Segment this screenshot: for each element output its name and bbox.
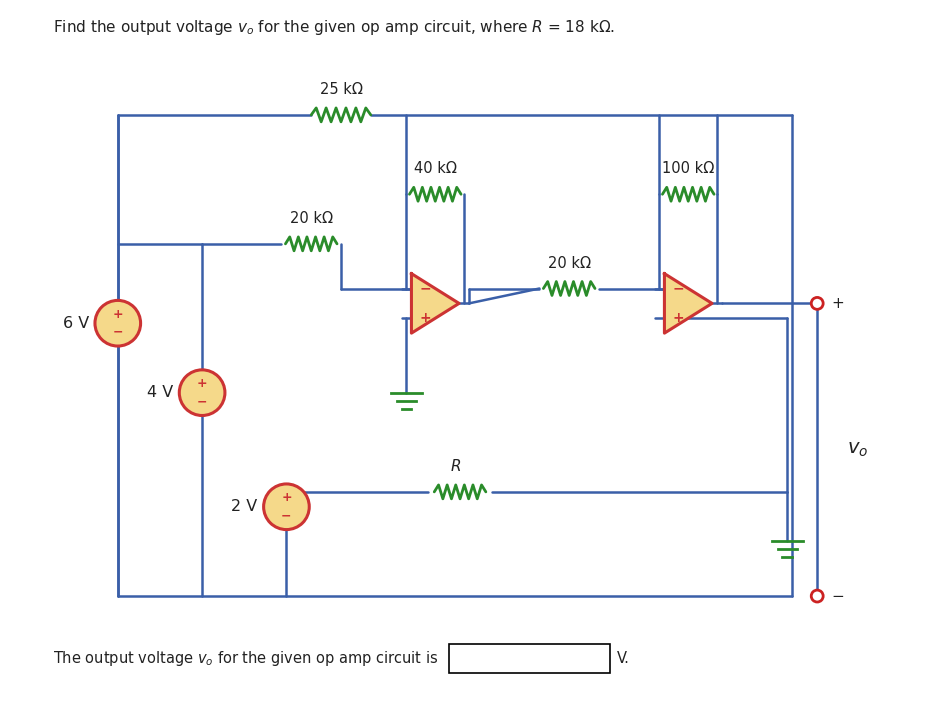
Text: 2 V: 2 V <box>232 499 258 515</box>
Text: 100 kΩ: 100 kΩ <box>662 162 715 176</box>
Text: 20 kΩ: 20 kΩ <box>547 256 590 271</box>
Circle shape <box>95 300 141 346</box>
Text: $R$: $R$ <box>449 458 460 474</box>
Circle shape <box>812 297 823 309</box>
Text: +: + <box>419 311 432 325</box>
Text: −: − <box>419 281 432 295</box>
Text: +: + <box>197 378 207 390</box>
Text: 40 kΩ: 40 kΩ <box>414 162 457 176</box>
Text: −: − <box>112 325 123 339</box>
FancyBboxPatch shape <box>449 644 610 673</box>
Text: 20 kΩ: 20 kΩ <box>290 211 333 226</box>
Text: Find the output voltage $v_o$ for the given op amp circuit, where $R$ = 18 kΩ.: Find the output voltage $v_o$ for the gi… <box>53 18 616 37</box>
Text: V.: V. <box>616 651 630 666</box>
Polygon shape <box>664 273 712 333</box>
Text: +: + <box>831 296 843 311</box>
Circle shape <box>812 590 823 602</box>
Text: 4 V: 4 V <box>147 385 174 400</box>
Text: −: − <box>197 395 207 408</box>
Text: +: + <box>112 308 123 321</box>
Text: 6 V: 6 V <box>63 316 89 330</box>
Text: +: + <box>281 491 291 504</box>
Text: −: − <box>831 588 843 604</box>
Text: $v_o$: $v_o$ <box>847 440 869 459</box>
Text: +: + <box>672 311 684 325</box>
Text: −: − <box>672 281 684 295</box>
Circle shape <box>179 370 225 415</box>
Circle shape <box>263 484 309 529</box>
Text: The output voltage $v_o$ for the given op amp circuit is: The output voltage $v_o$ for the given o… <box>53 649 439 668</box>
Text: 25 kΩ: 25 kΩ <box>319 82 362 97</box>
Polygon shape <box>412 273 460 333</box>
Text: −: − <box>281 509 291 522</box>
